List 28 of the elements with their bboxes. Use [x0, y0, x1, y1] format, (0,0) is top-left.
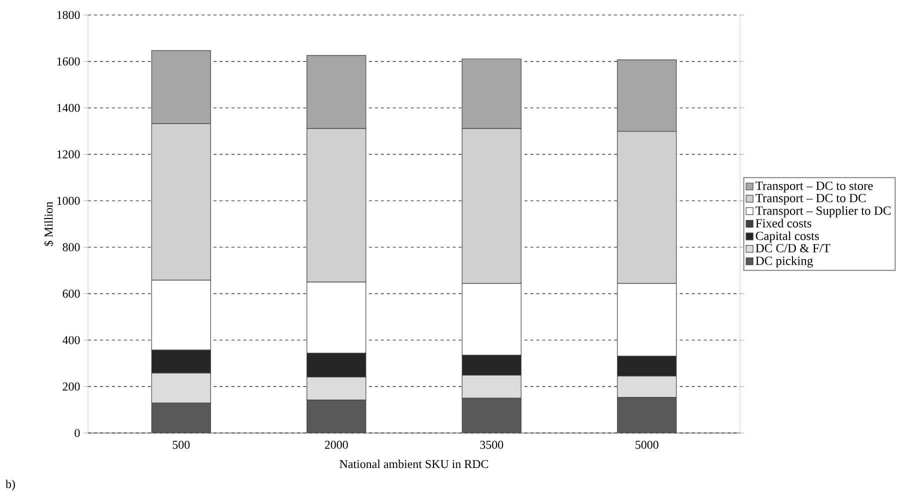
y-tick-label: 1000 — [57, 196, 80, 205]
legend-label: Capital costs — [756, 231, 819, 243]
text: b) — [6, 480, 15, 491]
y-tick-label: 1400 — [57, 104, 80, 112]
x-tick-label: 5000 — [636, 440, 658, 449]
x-axis-title: National ambient SKU in RDC — [340, 460, 488, 468]
bar — [151, 402, 211, 433]
legend-label: Transport – DC to store — [756, 182, 873, 193]
y-axis-title: $ Million — [44, 202, 54, 246]
y-tick-label: 1200 — [57, 150, 80, 158]
y-tick-label: 800 — [62, 243, 80, 252]
x-tick-label: 3500 — [480, 440, 504, 449]
y-tick-label: 1800 — [57, 10, 80, 20]
y-tick-label: 200 — [62, 382, 80, 391]
y-tick-label: 1600 — [57, 57, 80, 66]
x-tick-label: 2000 — [324, 440, 348, 449]
bar — [617, 397, 677, 433]
y-tick-label: 400 — [62, 336, 80, 344]
legend-label: Fixed costs — [756, 218, 812, 228]
legend-label: Transport – Supplier to DC — [756, 206, 891, 218]
bar — [306, 400, 366, 433]
legend-label: Transport – DC to DC — [756, 194, 866, 205]
x-tick-label: 500 — [172, 440, 190, 449]
y-tick-label: 0 — [74, 428, 80, 438]
legend-label: DC picking — [756, 256, 813, 268]
legend-label: DC C/D & F/T — [756, 244, 830, 252]
y-tick-label: 600 — [62, 290, 80, 298]
bar — [462, 398, 522, 433]
